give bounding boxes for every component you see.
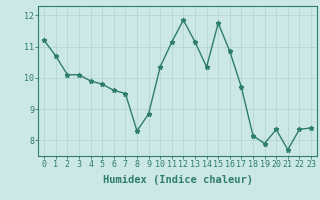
X-axis label: Humidex (Indice chaleur): Humidex (Indice chaleur) xyxy=(103,175,252,185)
